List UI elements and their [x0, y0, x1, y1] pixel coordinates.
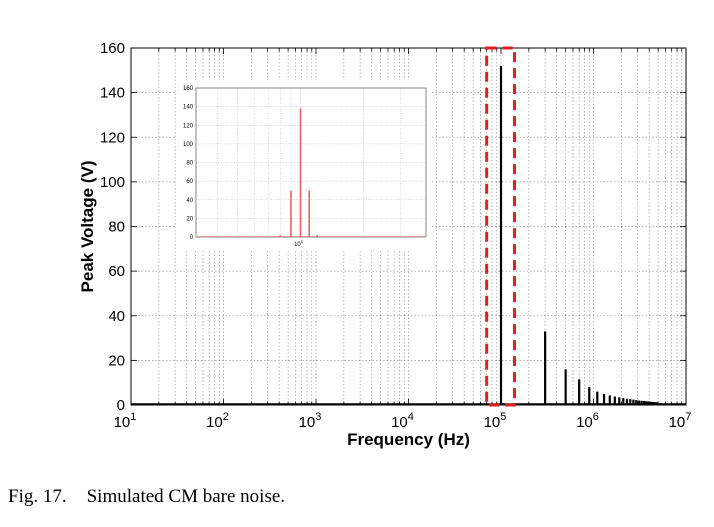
inset-x-axis: 105 [294, 239, 304, 248]
y-axis-title: Peak Voltage (V) [78, 161, 97, 293]
x-axis: 101 102 103 104 105 106 107 [114, 411, 692, 431]
inset-grid [196, 88, 426, 237]
y-tick-label: 40 [108, 308, 125, 325]
inset-y-axis: 0 20 40 60 80 100 120 140 160 [183, 86, 194, 241]
y-tick-label: 20 [108, 352, 125, 369]
y-tick-label: 80 [108, 219, 125, 236]
inset-y-tick-label: 140 [183, 105, 194, 111]
inset-background [176, 80, 432, 250]
inset-y-tick-label: 20 [186, 216, 193, 222]
inset-x-tick-label: 105 [294, 239, 304, 248]
y-tick-label: 140 [100, 85, 125, 102]
y-axis: 0 20 40 60 80 100 120 140 160 [100, 40, 686, 414]
inset-y-tick-label: 40 [186, 198, 193, 204]
x-tick-label: 102 [206, 411, 229, 431]
inset-chart: 0 20 40 60 80 100 120 140 160 105 [176, 80, 432, 250]
x-tick-label: 104 [391, 411, 414, 431]
figure-caption: Fig. 17. Simulated CM bare noise. [8, 486, 285, 508]
caption-text: Simulated CM bare noise. [86, 486, 286, 507]
inset-y-tick-label: 120 [183, 123, 194, 129]
x-axis-title: Frequency (Hz) [347, 430, 470, 449]
x-tick-label: 107 [669, 411, 692, 431]
y-tick-label: 160 [100, 40, 125, 57]
inset-series [279, 108, 318, 237]
inset-y-tick-label: 0 [190, 235, 194, 241]
y-tick-label: 120 [100, 129, 125, 146]
y-tick-label: 100 [100, 174, 125, 191]
y-tick-label: 60 [108, 263, 125, 280]
y-tick-label: 0 [117, 397, 125, 414]
caption-number: Fig. 17. [8, 486, 67, 507]
inset-y-tick-label: 60 [186, 179, 193, 185]
series [499, 65, 659, 405]
inset-y-tick-label: 160 [183, 86, 194, 92]
inset-y-tick-label: 80 [186, 161, 193, 167]
inset-y-tick-label: 100 [183, 142, 194, 148]
x-tick-label: 103 [299, 411, 322, 431]
x-tick-label: 101 [114, 411, 137, 431]
x-tick-label: 105 [484, 411, 507, 431]
x-tick-label: 106 [576, 411, 599, 431]
inset-frame [195, 87, 427, 238]
